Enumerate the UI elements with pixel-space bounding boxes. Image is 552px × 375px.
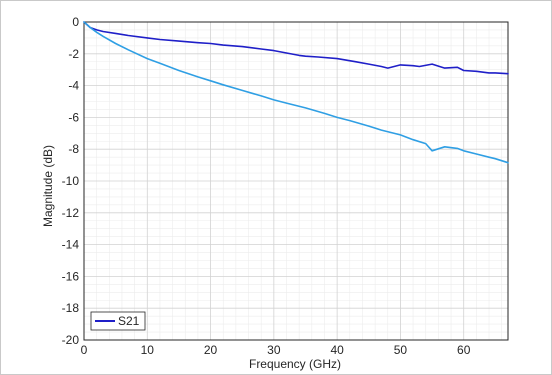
x-tick-label: 50 — [394, 343, 408, 357]
legend: S21 — [90, 311, 146, 331]
x-tick-label: 0 — [81, 343, 88, 357]
series-line-1 — [83, 21, 509, 75]
legend-box — [90, 311, 146, 331]
y-tick-label: -4 — [68, 79, 79, 93]
y-tick-label: -12 — [62, 206, 80, 220]
major-grid — [84, 22, 508, 340]
x-tick-label: 30 — [267, 343, 281, 357]
x-tick-label: 20 — [204, 343, 218, 357]
x-tick-label: 40 — [330, 343, 344, 357]
x-axis-title: Frequency (GHz) — [249, 357, 341, 371]
legend-label-s21: S21 — [118, 314, 140, 328]
y-tick-label: -8 — [68, 142, 79, 156]
series-line-2 — [83, 21, 509, 164]
y-tick-label: -2 — [68, 47, 79, 61]
y-axis-title: Magnitude (dB) — [41, 145, 55, 227]
y-tick-label: -16 — [62, 269, 80, 283]
y-tick-label: -6 — [68, 110, 79, 124]
x-tick-labels: 0 10 20 30 40 50 60 — [81, 343, 471, 357]
x-tick-label: 60 — [457, 343, 471, 357]
plot-area-border — [83, 21, 509, 341]
series-lines — [83, 21, 509, 164]
y-tick-label: -10 — [62, 174, 80, 188]
y-tick-label: -20 — [62, 333, 80, 347]
y-tick-label: 0 — [72, 15, 79, 29]
y-tick-label: -18 — [62, 301, 80, 315]
y-tick-labels: 0 -2 -4 -6 -8 -10 -12 -14 -16 -18 -20 — [62, 15, 80, 347]
y-tick-label: -14 — [62, 238, 80, 252]
x-tick-label: 10 — [141, 343, 155, 357]
